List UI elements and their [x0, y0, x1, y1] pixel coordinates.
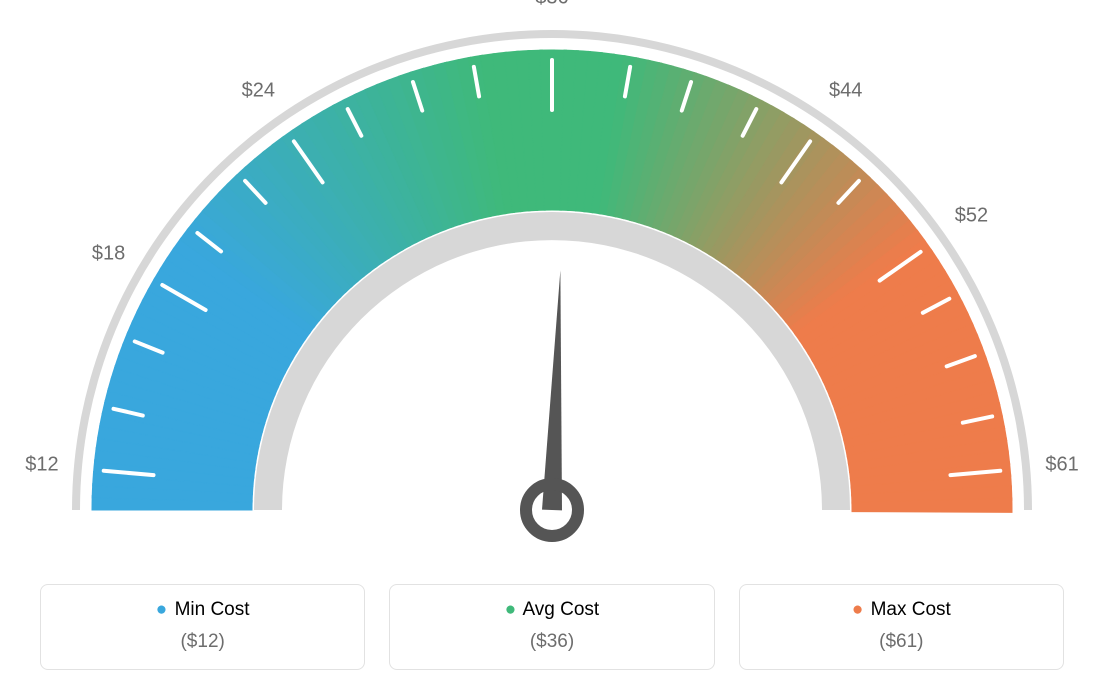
gauge-tick-label: $36: [535, 0, 568, 10]
legend-label: Max Cost: [871, 599, 951, 620]
legend-row: ● Min Cost ($12) ● Avg Cost ($36) ● Max …: [40, 584, 1064, 670]
legend-title-min: ● Min Cost: [51, 599, 354, 621]
legend-card-avg: ● Avg Cost ($36): [389, 584, 714, 670]
gauge-tick-label: $61: [1045, 454, 1078, 477]
dot-icon: ●: [505, 599, 516, 620]
legend-value-max: ($61): [750, 631, 1053, 653]
legend-label: Avg Cost: [522, 599, 599, 620]
legend-value-avg: ($36): [400, 631, 703, 653]
gauge-svg: [0, 0, 1104, 560]
legend-value-min: ($12): [51, 631, 354, 653]
gauge-tick-label: $12: [25, 454, 58, 477]
gauge-tick-label: $24: [242, 79, 275, 102]
legend-card-min: ● Min Cost ($12): [40, 584, 365, 670]
legend-title-avg: ● Avg Cost: [400, 599, 703, 621]
legend-card-max: ● Max Cost ($61): [739, 584, 1064, 670]
gauge-area: $12 $18 $24 $36 $44 $52 $61: [0, 0, 1104, 560]
gauge-tick-label: $52: [955, 205, 988, 228]
dot-icon: ●: [852, 599, 863, 620]
gauge-tick-label: $18: [92, 243, 125, 266]
dot-icon: ●: [156, 599, 167, 620]
gauge-tick-label: $44: [829, 79, 862, 102]
gauge-chart-container: $12 $18 $24 $36 $44 $52 $61 ● Min Cost ($12) ●…: [0, 0, 1104, 690]
legend-title-max: ● Max Cost: [750, 599, 1053, 621]
legend-label: Min Cost: [175, 599, 250, 620]
